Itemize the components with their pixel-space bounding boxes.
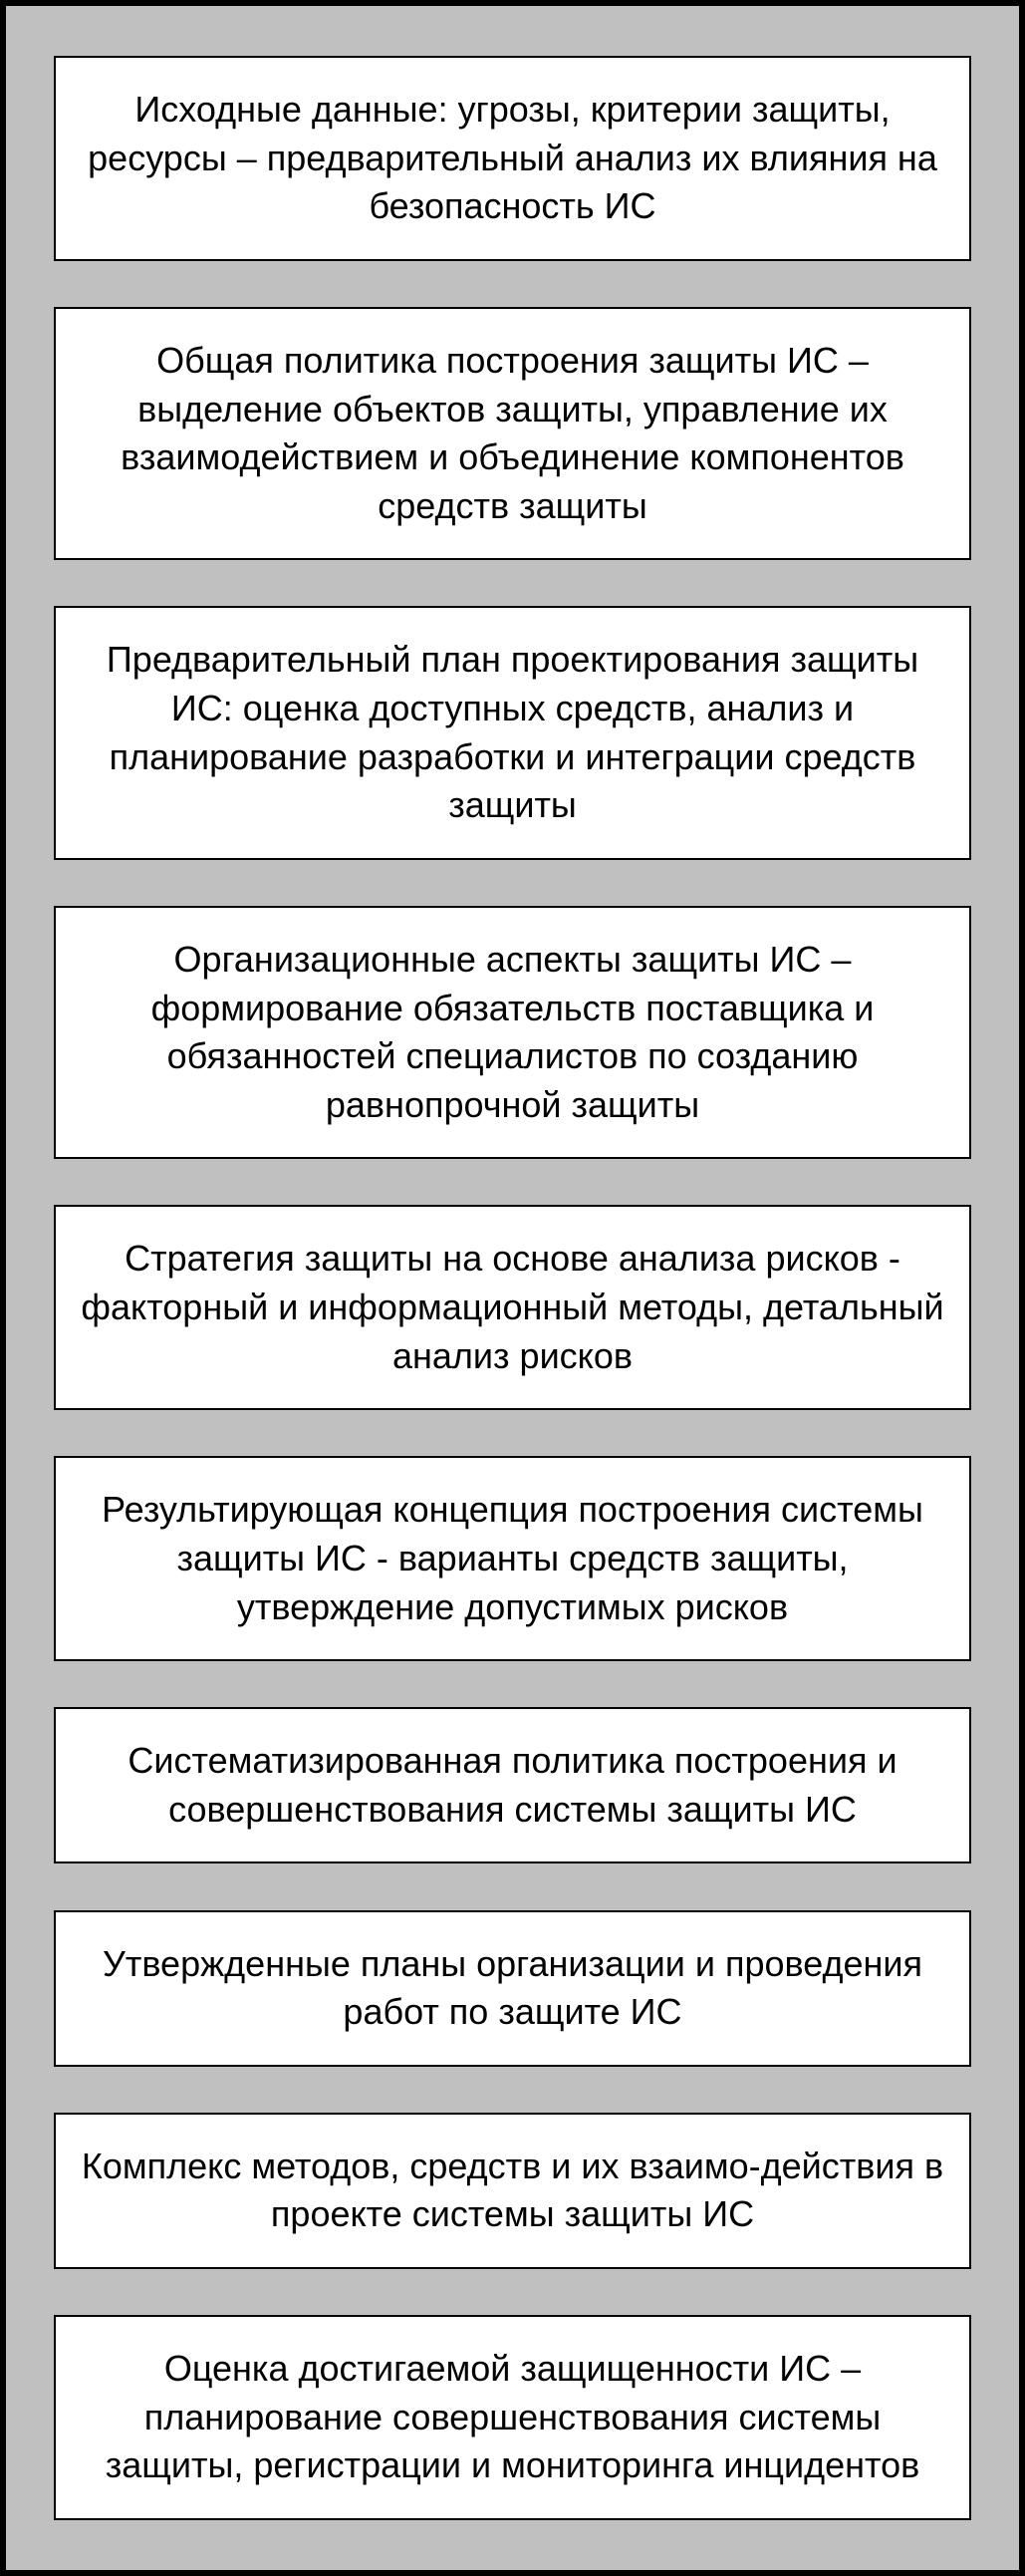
process-box: Утвержденные планы организации и проведе…	[54, 1910, 971, 2067]
box-text: Стратегия защиты на основе анализа риско…	[80, 1235, 945, 1380]
box-text: Комплекс методов, средств и их взаимо-де…	[80, 2143, 945, 2239]
box-text: Общая политика построения защиты ИС – вы…	[80, 337, 945, 530]
process-box: Результирующая концепция построения сист…	[54, 1456, 971, 1661]
process-box: Предварительный план проектирования защи…	[54, 606, 971, 859]
process-box: Общая политика построения защиты ИС – вы…	[54, 307, 971, 560]
process-box: Комплекс методов, средств и их взаимо-де…	[54, 2113, 971, 2269]
box-text: Оценка достигаемой защищенности ИС – пла…	[80, 2345, 945, 2490]
box-text: Предварительный план проектирования защи…	[80, 636, 945, 829]
process-box: Оценка достигаемой защищенности ИС – пла…	[54, 2315, 971, 2520]
process-box: Организационные аспекты защиты ИС – форм…	[54, 906, 971, 1159]
box-text: Систематизированная политика построения …	[80, 1737, 945, 1834]
box-text: Утвержденные планы организации и проведе…	[80, 1940, 945, 2037]
process-box: Систематизированная политика построения …	[54, 1707, 971, 1863]
box-text: Исходные данные: угрозы, критерии защиты…	[80, 86, 945, 231]
process-box: Стратегия защиты на основе анализа риско…	[54, 1205, 971, 1410]
box-text: Результирующая концепция построения сист…	[80, 1486, 945, 1631]
box-text: Организационные аспекты защиты ИС – форм…	[80, 936, 945, 1129]
diagram-container: Исходные данные: угрозы, критерии защиты…	[0, 0, 1025, 2576]
process-box: Исходные данные: угрозы, критерии защиты…	[54, 56, 971, 261]
